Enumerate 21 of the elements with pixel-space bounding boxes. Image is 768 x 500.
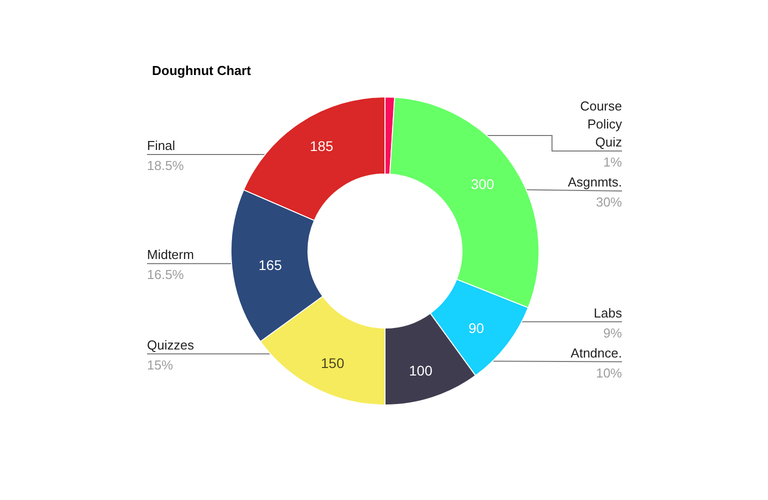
slice-label: Atndnce. [570,345,622,360]
text: 18.5% [147,158,184,173]
data-label: 150 [320,354,344,371]
text: 30% [596,194,622,210]
text: 15% [147,357,174,372]
data-label: 300 [470,176,494,192]
slice-label: Midterm [147,247,194,262]
data-label: 185 [310,138,334,154]
text: 10% [596,365,622,380]
data-label: 100 [409,362,433,378]
text: 9% [603,325,622,340]
data-label: 90 [468,320,484,336]
text: 1% [603,154,622,170]
data-label: 165 [258,256,282,273]
text: 16.5% [147,267,184,282]
slice-label: Quizzes [147,337,194,352]
slice-label: Asgnmts. [568,174,622,190]
slice-label: Course Policy Quiz [580,98,622,150]
slice-label: Labs [594,305,622,320]
chart-title: Doughnut Chart [152,63,252,78]
slice-label: Final [147,138,176,153]
